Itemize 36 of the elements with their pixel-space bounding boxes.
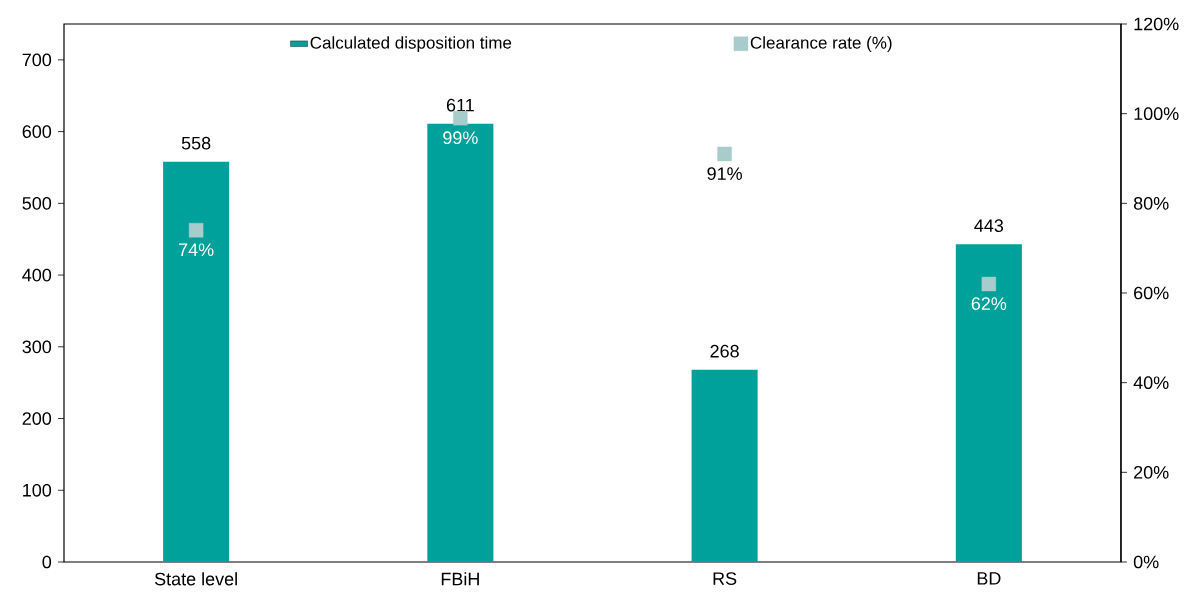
point [981,276,997,292]
bar [427,123,494,562]
y-tick-label: 200 [22,412,52,425]
legend-label: Calculated disposition time [310,36,512,53]
data-label: 558 [181,136,211,150]
y2-tick-label: 120% [1134,17,1179,31]
data-label: 91% [707,167,742,180]
x-tick-label: State level [154,572,237,586]
y2-tick-label: 100% [1134,107,1179,121]
x-tick-label: FBiH [441,572,479,586]
bar [691,369,758,562]
data-label: 99% [443,131,478,145]
y-tick-label: 300 [22,340,52,354]
y2-tick-label: 60% [1134,286,1169,300]
data-label: 74% [179,243,214,257]
y2-tick-label: 80% [1133,196,1169,210]
y2-tick-label: 20% [1134,465,1169,479]
bar [163,161,230,562]
y-tick-label: 700 [22,53,52,67]
y2-tick-label: 0% [1133,555,1159,569]
y-tick-label: 100 [23,483,52,497]
point [188,223,204,238]
y-tick-label: 0 [42,555,52,569]
y2-tick-label: 40% [1133,376,1169,390]
x-tick-label: RS [713,572,737,585]
y-tick-label: 600 [22,125,52,138]
data-label: 268 [710,344,739,358]
data-label: 443 [974,219,1004,233]
legend-label: Clearance rate (%) [750,36,892,53]
data-label: 62% [971,297,1007,310]
y-tick-label: 500 [22,196,52,210]
data-label: 611 [446,98,474,112]
x-tick-label: BD [977,572,1001,585]
bar [955,244,1022,562]
y-tick-label: 400 [22,268,52,282]
point [717,146,732,162]
